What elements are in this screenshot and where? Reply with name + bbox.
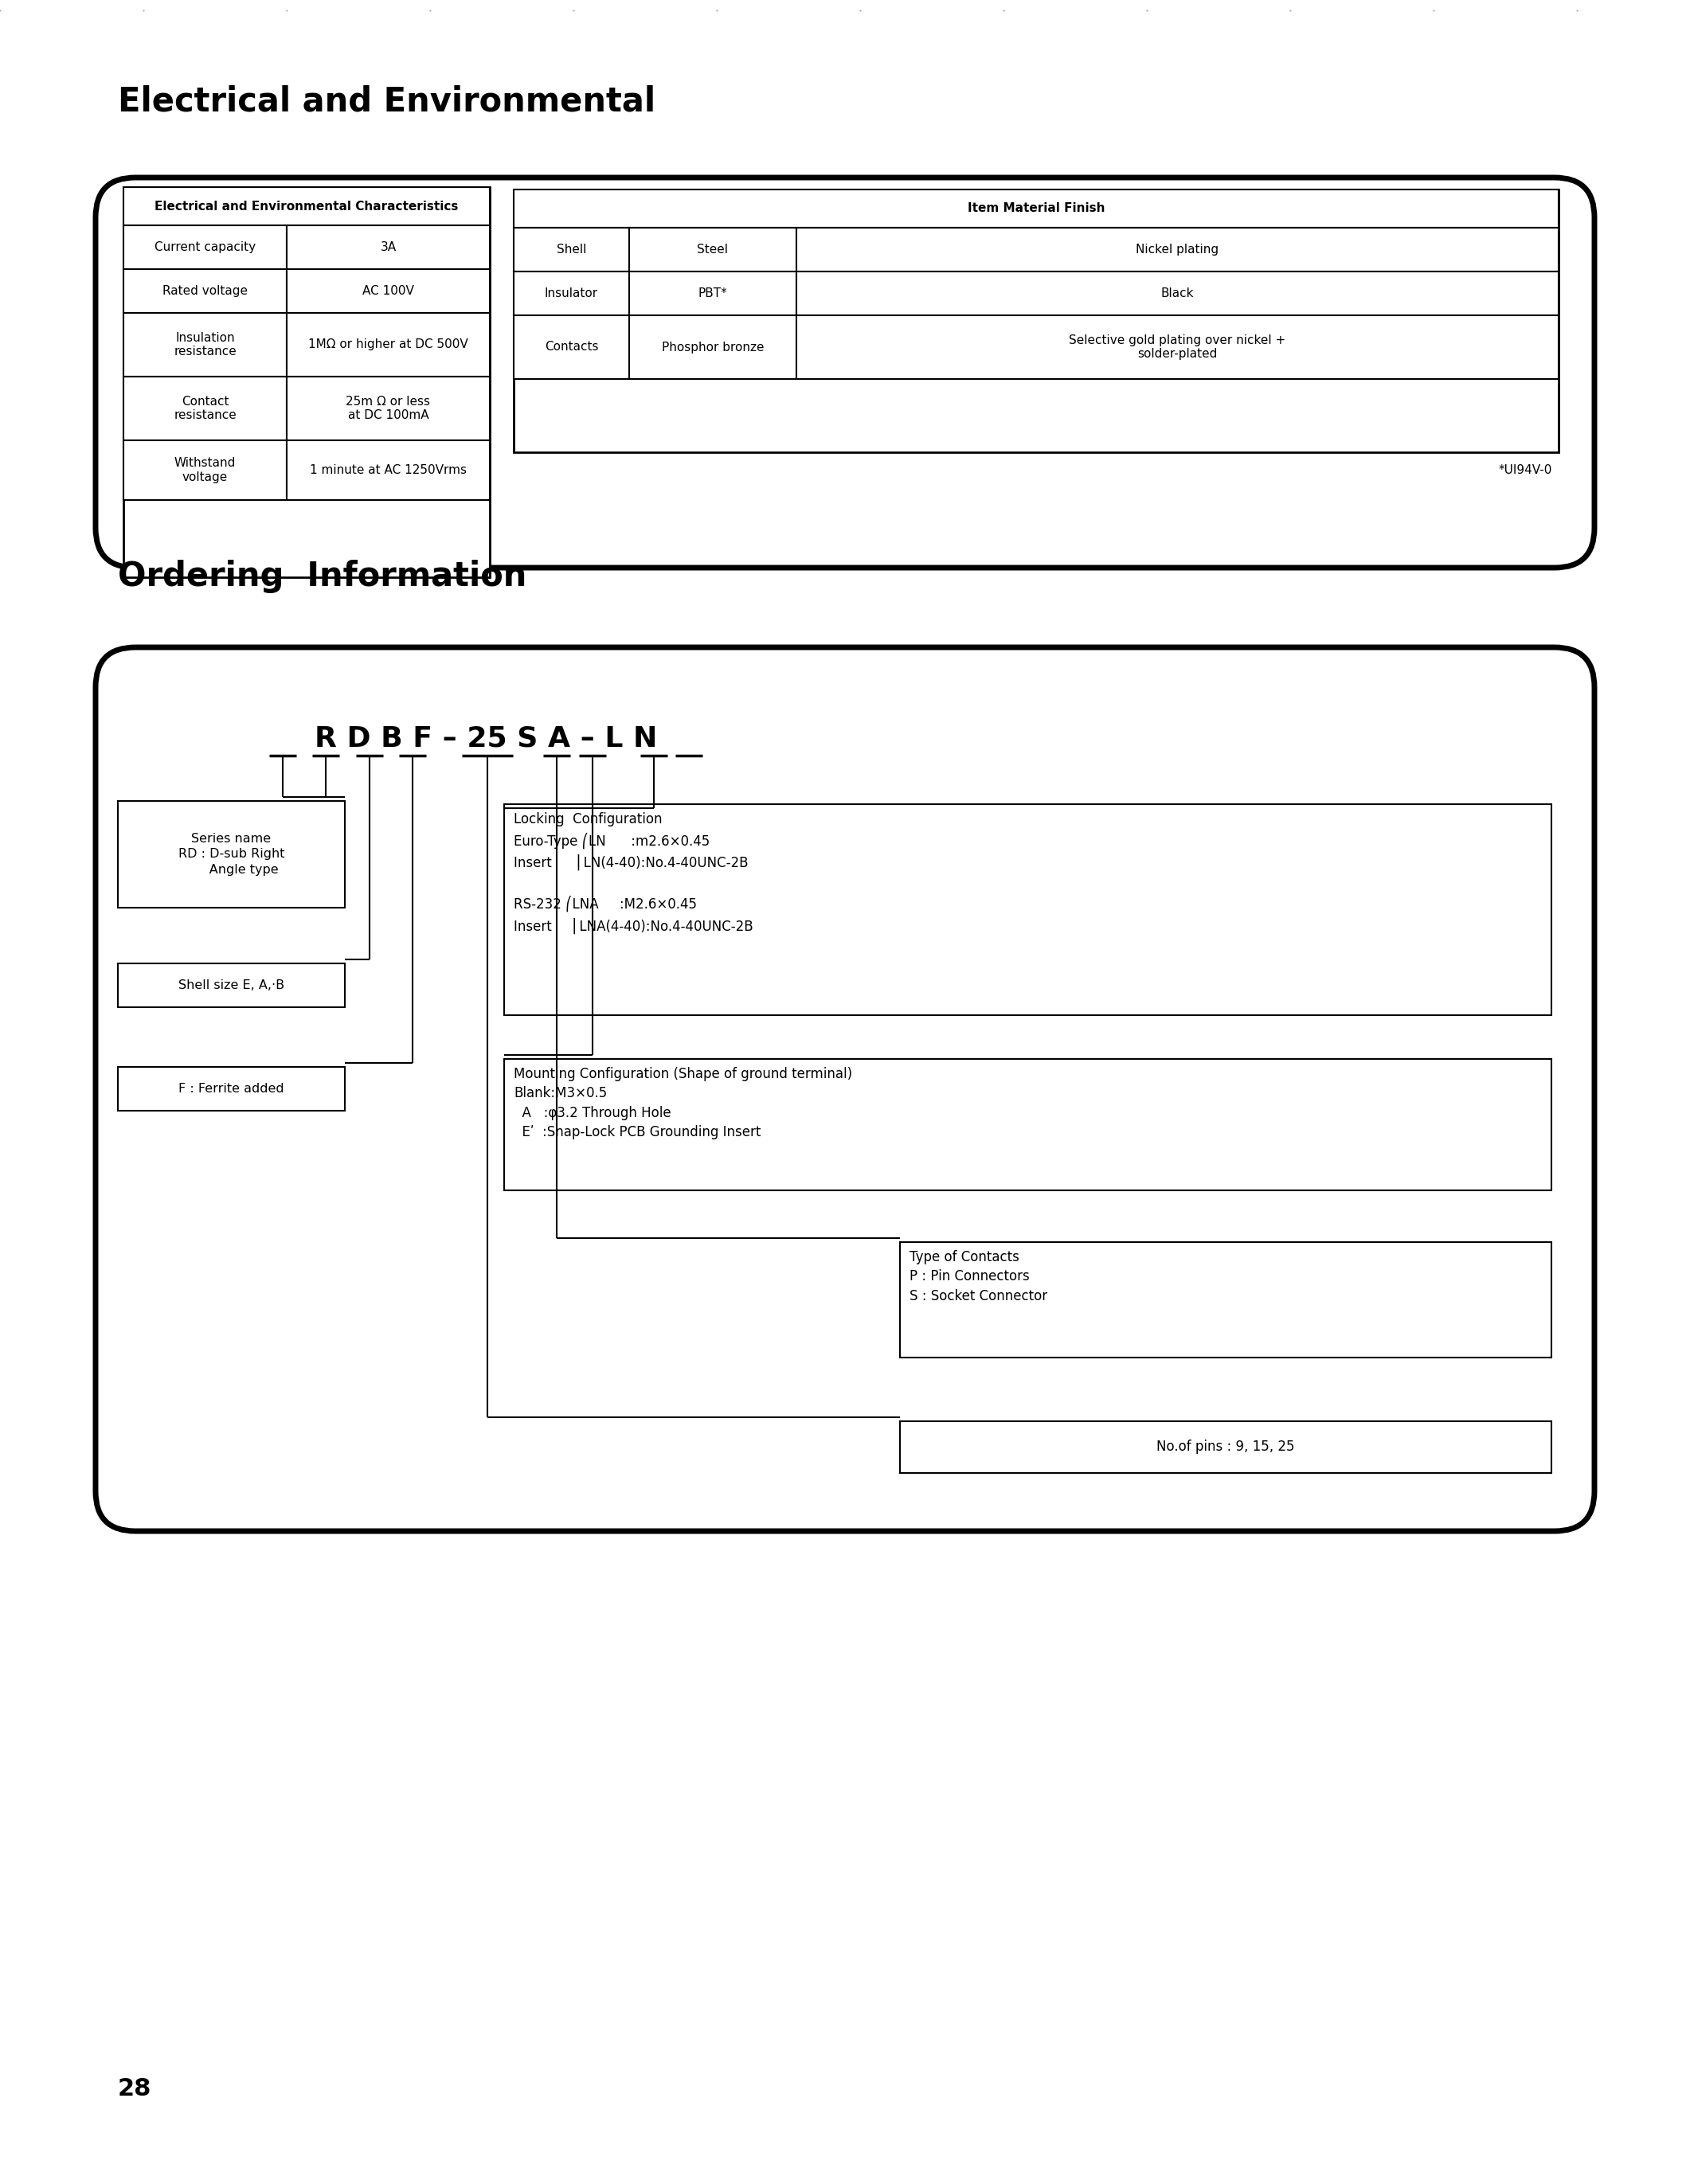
Text: Locking  Configuration
Euro-Type ⎛LN      :m2.6×0.45
Insert      ⎜LN(4-40):No.4-: Locking Configuration Euro-Type ⎛LN :m2.…	[514, 812, 754, 933]
Bar	[123, 441, 287, 500]
FancyBboxPatch shape	[96, 646, 1594, 1531]
Text: Shell size E, A,·B: Shell size E, A,·B	[179, 978, 284, 992]
Bar	[901, 1243, 1551, 1358]
Text: 1 minute at AC 1250Vrms: 1 minute at AC 1250Vrms	[309, 465, 466, 476]
Bar	[287, 441, 490, 500]
Bar	[118, 802, 345, 909]
Bar	[287, 312, 490, 376]
Text: Contact
resistance: Contact resistance	[174, 395, 237, 422]
Text: AC 100V: AC 100V	[362, 286, 414, 297]
Bar	[123, 225, 287, 269]
Text: Current capacity: Current capacity	[154, 240, 255, 253]
Bar	[514, 314, 629, 380]
Text: Contacts: Contacts	[544, 341, 598, 354]
Text: PBT*: PBT*	[698, 288, 727, 299]
Text: Insulator: Insulator	[544, 288, 598, 299]
Text: 3A: 3A	[380, 240, 395, 253]
Bar	[118, 1068, 345, 1112]
Text: Type of Contacts
P : Pin Connectors
S : Socket Connector: Type of Contacts P : Pin Connectors S : …	[909, 1249, 1048, 1304]
Bar	[514, 271, 629, 314]
Bar	[123, 312, 287, 376]
Text: F : Ferrite added: F : Ferrite added	[179, 1083, 284, 1094]
Text: Withstand
voltage: Withstand voltage	[174, 456, 237, 483]
Text: Nickel plating: Nickel plating	[1136, 245, 1218, 256]
Text: Steel: Steel	[698, 245, 728, 256]
FancyBboxPatch shape	[96, 177, 1594, 568]
Bar	[287, 269, 490, 312]
Bar	[123, 188, 490, 225]
Text: R D B F – 25 S A – L N: R D B F – 25 S A – L N	[314, 725, 657, 753]
Bar	[514, 190, 1558, 452]
Bar	[123, 188, 490, 577]
Bar	[504, 804, 1551, 1016]
Bar	[796, 271, 1558, 314]
Bar	[629, 227, 796, 271]
Text: Electrical and Environmental: Electrical and Environmental	[118, 85, 656, 118]
Text: 28: 28	[118, 2077, 152, 2101]
Text: Ordering  Information: Ordering Information	[118, 559, 527, 594]
Bar	[123, 269, 287, 312]
Text: *UI94V-0: *UI94V-0	[1499, 465, 1551, 476]
Text: Insulation
resistance: Insulation resistance	[174, 332, 237, 358]
Text: 25m Ω or less
at DC 100mA: 25m Ω or less at DC 100mA	[346, 395, 431, 422]
Text: Electrical and Environmental Characteristics: Electrical and Environmental Characteris…	[155, 201, 458, 212]
Bar	[629, 271, 796, 314]
Text: Item Material Finish: Item Material Finish	[967, 203, 1105, 214]
Text: Selective gold plating over nickel +
solder-plated: Selective gold plating over nickel + sol…	[1070, 334, 1286, 360]
Bar	[287, 376, 490, 441]
Text: Rated voltage: Rated voltage	[162, 286, 248, 297]
Bar	[118, 963, 345, 1007]
Bar	[796, 227, 1558, 271]
Bar	[796, 314, 1558, 380]
Text: Phosphor bronze: Phosphor bronze	[661, 341, 764, 354]
Text: Shell: Shell	[556, 245, 586, 256]
Bar	[123, 376, 287, 441]
Bar	[629, 314, 796, 380]
Text: Series name
RD : D-sub Right
      Angle type: Series name RD : D-sub Right Angle type	[177, 832, 284, 876]
Bar	[901, 1422, 1551, 1472]
Text: Black: Black	[1161, 288, 1195, 299]
Bar	[287, 225, 490, 269]
Text: 1MΩ or higher at DC 500V: 1MΩ or higher at DC 500V	[308, 339, 468, 352]
Text: No.of pins : 9, 15, 25: No.of pins : 9, 15, 25	[1156, 1439, 1295, 1455]
Text: Mounting Configuration (Shape of ground terminal)
Blank:M3×0.5
  A   :φ3.2 Throu: Mounting Configuration (Shape of ground …	[514, 1068, 852, 1140]
Bar	[514, 227, 629, 271]
Bar	[514, 190, 1558, 227]
Bar	[504, 1059, 1551, 1190]
